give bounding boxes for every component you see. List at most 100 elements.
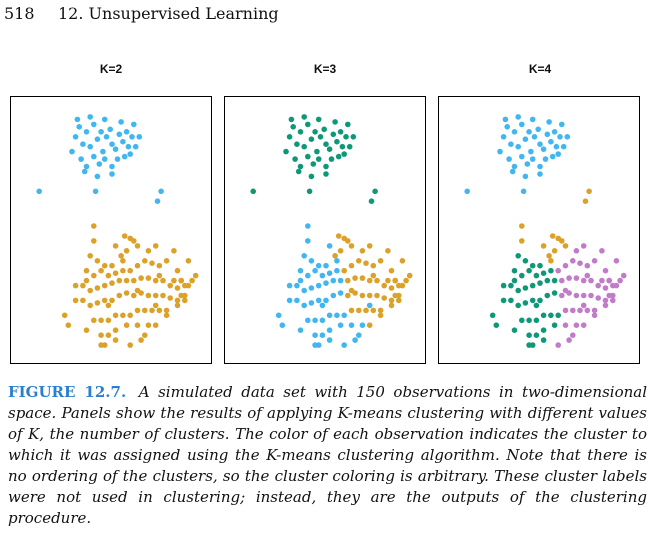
scatter-point — [374, 277, 380, 284]
scatter-point — [356, 332, 362, 338]
scatter-point — [555, 267, 561, 274]
scatter-point — [178, 277, 184, 284]
scatter-point — [116, 131, 123, 138]
scatter-point — [337, 248, 344, 254]
scatter-point — [345, 121, 351, 128]
scatter-point — [610, 292, 616, 299]
scatter-panel-k2 — [10, 96, 212, 364]
scatter-point — [584, 307, 591, 314]
scatter-point — [69, 148, 75, 155]
scatter-point — [562, 243, 569, 249]
scatter-point — [526, 317, 532, 324]
scatter-point — [399, 282, 406, 289]
scatter-point — [502, 116, 509, 123]
scatter-point — [80, 282, 86, 289]
scatter-point — [522, 258, 529, 264]
scatter-point — [149, 307, 155, 314]
scatter-point — [580, 302, 587, 309]
scatter-point — [101, 116, 108, 123]
scatter-point — [497, 148, 503, 155]
scatter-point — [120, 138, 126, 145]
scatter-point — [158, 188, 164, 195]
scatter-point — [156, 307, 163, 314]
scatter-point — [94, 136, 101, 142]
scatter-point — [301, 302, 307, 309]
scatter-point — [142, 332, 148, 338]
scatter-point — [526, 267, 532, 274]
scatter-point — [332, 119, 338, 125]
scatter-point — [341, 267, 347, 274]
scatter-point — [559, 292, 565, 299]
scatter-point — [288, 116, 295, 123]
scatter-point — [570, 332, 576, 338]
scatter-point — [546, 253, 552, 259]
scatter-point — [508, 297, 514, 304]
scatter-point — [98, 267, 104, 274]
scatter-point — [182, 297, 188, 304]
scatter-point — [323, 163, 329, 170]
scatter-point — [123, 277, 130, 284]
scatter-point — [599, 248, 605, 254]
scatter-point — [566, 275, 572, 281]
scatter-point — [548, 138, 554, 145]
scatter-point — [290, 124, 296, 130]
scatter-point — [560, 143, 567, 150]
scatter-point — [152, 277, 159, 284]
scatter-point — [372, 188, 378, 195]
scatter-point — [297, 267, 304, 274]
scatter-point — [388, 267, 395, 274]
scatter-point — [134, 287, 141, 294]
scatter-point — [515, 253, 521, 259]
scatter-point — [83, 327, 90, 333]
scatter-point — [506, 156, 512, 162]
scatter-point — [174, 267, 181, 274]
scatter-point — [286, 282, 293, 289]
scatter-point — [591, 258, 598, 264]
scatter-point — [301, 114, 307, 120]
scatter-point — [374, 292, 380, 299]
scatter-point — [537, 297, 543, 304]
scatter-point — [94, 173, 101, 180]
scatter-point — [109, 141, 115, 147]
scatter-point — [120, 258, 126, 264]
scatter-point — [519, 121, 525, 128]
scatter-point — [540, 327, 547, 333]
scatter-point — [334, 312, 340, 319]
scatter-point — [511, 277, 518, 284]
scatter-point — [504, 124, 510, 130]
scatter-point — [109, 171, 115, 177]
scatter-point — [555, 342, 561, 348]
scatter-point — [315, 116, 322, 123]
scatter-point — [297, 163, 304, 170]
scatter-point — [250, 188, 256, 195]
panel-title-k2: K=2 — [99, 62, 123, 76]
scatter-point — [617, 277, 623, 284]
scatter-point — [377, 258, 384, 264]
scatter-point — [537, 163, 543, 170]
scatter-point — [297, 277, 304, 284]
scatter-point — [134, 262, 141, 269]
panel-title-k4: K=4 — [528, 62, 552, 76]
scatter-point — [127, 267, 133, 274]
scatter-point — [537, 262, 543, 269]
scatter-point — [308, 258, 315, 264]
scatter-point — [152, 292, 159, 299]
scatter-point — [548, 267, 554, 274]
scatter-point — [81, 168, 88, 175]
scatter-point — [350, 134, 357, 140]
scatter-point — [591, 312, 598, 319]
scatter-point — [174, 285, 181, 291]
scatter-point — [595, 295, 601, 301]
scatter-point — [98, 332, 104, 338]
scatter-point — [359, 275, 366, 281]
scatter-point — [334, 258, 340, 264]
scatter-point — [65, 322, 72, 328]
scatter-point — [142, 258, 148, 264]
scatter-point — [559, 121, 565, 128]
scatter-point — [305, 121, 311, 128]
scatter-point — [118, 119, 124, 125]
scatter-point — [87, 253, 93, 259]
scatter-point — [537, 280, 543, 286]
scatter-point — [105, 302, 112, 309]
scatter-point — [134, 307, 141, 314]
